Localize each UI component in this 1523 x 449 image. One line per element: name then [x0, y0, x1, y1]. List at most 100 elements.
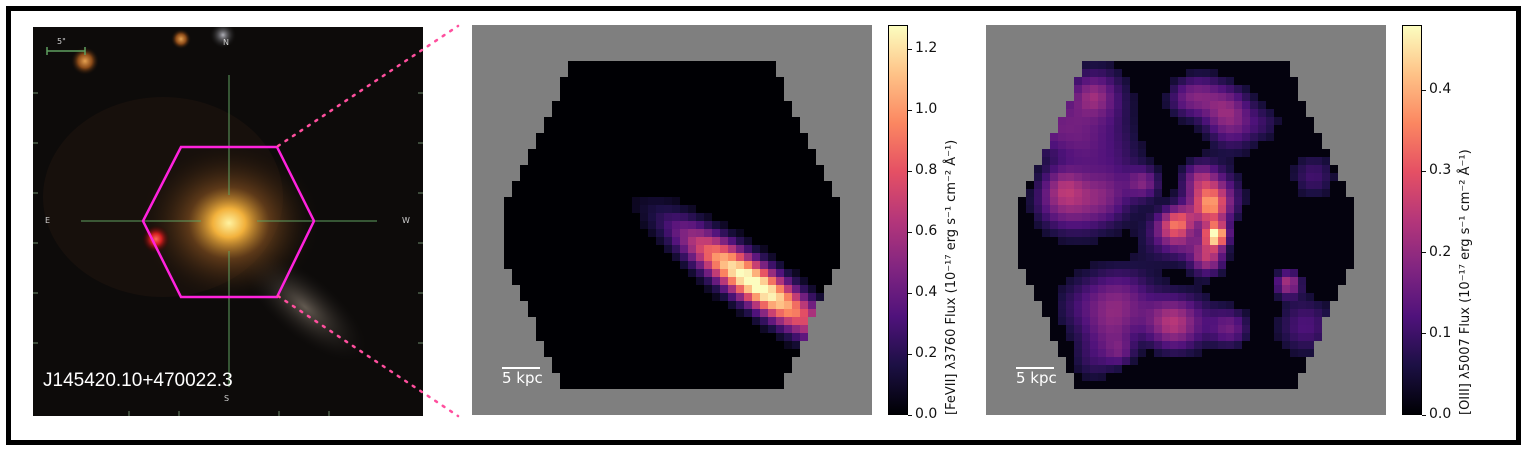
oiii-map-pixel: [1130, 253, 1138, 261]
oiii-map-pixel: [1082, 381, 1090, 389]
fevii-map-pixel: [720, 141, 728, 149]
oiii-map-pixel: [1282, 229, 1290, 237]
oiii-map-pixel: [1074, 109, 1082, 117]
oiii-map-pixel: [1266, 229, 1274, 237]
oiii-map-pixel: [1314, 205, 1322, 213]
oiii-map-pixel: [1162, 117, 1170, 125]
oiii-map-pixel: [1210, 69, 1218, 77]
oiii-map-pixel: [1114, 381, 1122, 389]
oiii-map-pixel: [1282, 261, 1290, 269]
oiii-map-pixel: [1218, 101, 1226, 109]
fevii-map-pixel: [704, 237, 712, 245]
fevii-map-pixel: [664, 333, 672, 341]
fevii-map-pixel: [728, 245, 736, 253]
fevii-map-pixel: [576, 221, 584, 229]
fevii-map-pixel: [576, 197, 584, 205]
oiii-map-pixel: [1098, 173, 1106, 181]
fevii-map-pixel: [568, 277, 576, 285]
oiii-map-pixel: [1186, 165, 1194, 173]
oiii-map-pixel: [1130, 61, 1138, 69]
fevii-map-pixel: [736, 333, 744, 341]
fevii-map-pixel: [504, 229, 512, 237]
oiii-map-pixel: [1074, 205, 1082, 213]
fevii-map-pixel: [792, 173, 800, 181]
fevii-map-pixel: [712, 253, 720, 261]
oiii-map-pixel: [1130, 349, 1138, 357]
oiii-map-pixel: [1162, 205, 1170, 213]
fevii-map-pixel: [672, 341, 680, 349]
oiii-map-pixel: [1114, 309, 1122, 317]
fevii-map-pixel: [744, 237, 752, 245]
fevii-map-pixel: [792, 317, 800, 325]
fevii-map-pixel: [704, 277, 712, 285]
fevii-map-pixel: [680, 173, 688, 181]
oiii-map-pixel: [1346, 245, 1354, 253]
oiii-map-pixel: [1218, 125, 1226, 133]
oiii-map-pixel: [1114, 253, 1122, 261]
fevii-map-pixel: [696, 117, 704, 125]
oiii-map-pixel: [1314, 237, 1322, 245]
fevii-map-pixel: [776, 237, 784, 245]
oiii-map-pixel: [1106, 229, 1114, 237]
oiii-map-pixel: [1290, 293, 1298, 301]
fevii-map-pixel: [800, 325, 808, 333]
oiii-map-pixel: [1130, 133, 1138, 141]
fevii-map-pixel: [640, 381, 648, 389]
oiii-map-pixel: [1098, 85, 1106, 93]
oiii-map-pixel: [1154, 269, 1162, 277]
oiii-map-pixel: [1194, 309, 1202, 317]
oiii-map-pixel: [1242, 165, 1250, 173]
oiii-map-pixel: [1330, 269, 1338, 277]
fevii-map-pixel: [792, 221, 800, 229]
oiii-map-pixel: [1122, 77, 1130, 85]
fevii-map-pixel: [808, 253, 816, 261]
oiii-map-pixel: [1210, 277, 1218, 285]
oiii-map-pixel: [1218, 373, 1226, 381]
fevii-map-pixel: [640, 373, 648, 381]
oiii-map-pixel: [1146, 333, 1154, 341]
fevii-map-pixel: [760, 77, 768, 85]
fevii-map-pixel: [784, 245, 792, 253]
fevii-map-pixel: [680, 85, 688, 93]
oiii-map-pixel: [1154, 101, 1162, 109]
fevii-map-pixel: [656, 181, 664, 189]
oiii-map-pixel: [1106, 245, 1114, 253]
oiii-map-pixel: [1082, 245, 1090, 253]
oiii-map-pixel: [1234, 261, 1242, 269]
oiii-map-pixel: [1258, 157, 1266, 165]
fevii-map-pixel: [768, 221, 776, 229]
oiii-map-pixel: [1226, 181, 1234, 189]
oiii-scale-label: 5 kpc: [1016, 368, 1057, 387]
oiii-map-pixel: [1138, 141, 1146, 149]
fevii-map-pixel: [664, 381, 672, 389]
fevii-map-pixel: [584, 205, 592, 213]
fevii-map-pixel: [648, 197, 656, 205]
oiii-map-pixel: [1058, 269, 1066, 277]
oiii-map-pixel: [1242, 109, 1250, 117]
fevii-map-pixel: [752, 141, 760, 149]
fevii-map-pixel: [600, 173, 608, 181]
fevii-map-pixel: [512, 237, 520, 245]
oiii-map-pixel: [1138, 365, 1146, 373]
fevii-map-pixel: [688, 133, 696, 141]
fevii-map-pixel: [608, 133, 616, 141]
oiii-map-pixel: [1242, 253, 1250, 261]
oiii-map-pixel: [1146, 157, 1154, 165]
fevii-map-pixel: [720, 261, 728, 269]
fevii-map-pixel: [792, 181, 800, 189]
fevii-map-pixel: [696, 237, 704, 245]
oiii-map-pixel: [1050, 213, 1058, 221]
oiii-colorbar-tick-mark: [1422, 89, 1426, 91]
oiii-map-pixel: [1314, 293, 1322, 301]
oiii-map-pixel: [1202, 85, 1210, 93]
oiii-map-pixel: [1098, 213, 1106, 221]
oiii-map-pixel: [1314, 149, 1322, 157]
fevii-map-pixel: [536, 261, 544, 269]
oiii-map-pixel: [1234, 277, 1242, 285]
oiii-map-pixel: [1074, 381, 1082, 389]
fevii-map-pixel: [704, 365, 712, 373]
oiii-map-pixel: [1146, 261, 1154, 269]
fevii-map-pixel: [808, 181, 816, 189]
fevii-map-pixel: [640, 293, 648, 301]
